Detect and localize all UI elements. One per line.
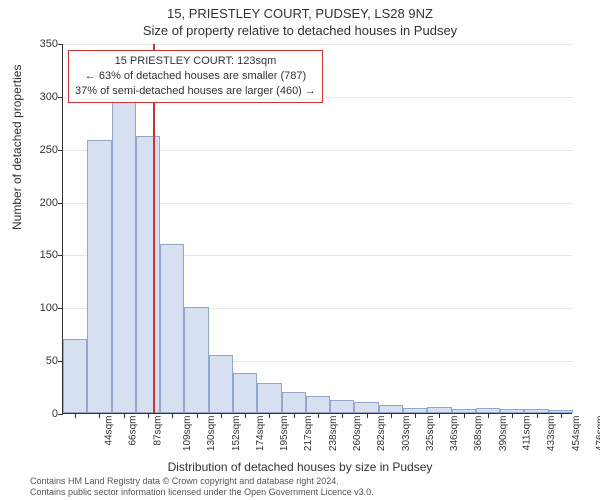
xtick-mark	[148, 413, 149, 418]
xtick-mark	[318, 413, 319, 418]
annotation-line: 15 PRIESTLEY COURT: 123sqm	[75, 54, 316, 69]
xtick-mark	[415, 413, 416, 418]
ytick-mark	[58, 44, 63, 45]
xtick-mark	[172, 413, 173, 418]
histogram-bar	[184, 307, 208, 413]
xtick-mark	[99, 413, 100, 418]
credits: Contains HM Land Registry data © Crown c…	[30, 476, 374, 499]
xtick-label: 454sqm	[571, 416, 582, 452]
xtick-mark	[561, 413, 562, 418]
ytick-mark	[58, 308, 63, 309]
ytick-label: 200	[28, 197, 58, 209]
histogram-bar	[209, 355, 233, 413]
ytick-label: 50	[28, 355, 58, 367]
annotation-line: 37% of semi-detached houses are larger (…	[75, 84, 316, 99]
histogram-bar	[257, 383, 281, 413]
page-title-main: 15, PRIESTLEY COURT, PUDSEY, LS28 9NZ	[0, 0, 600, 21]
xtick-mark	[197, 413, 198, 418]
ytick-label: 100	[28, 302, 58, 314]
ytick-label: 250	[28, 144, 58, 156]
xtick-label: 411sqm	[521, 416, 532, 451]
histogram-bar	[112, 101, 136, 413]
xtick-label: 390sqm	[498, 416, 509, 452]
xtick-label: 195sqm	[279, 416, 290, 452]
histogram-bar	[233, 373, 257, 413]
xtick-mark	[488, 413, 489, 418]
xtick-mark	[245, 413, 246, 418]
xtick-mark	[439, 413, 440, 418]
page-title-sub: Size of property relative to detached ho…	[0, 21, 600, 38]
xtick-label: 109sqm	[182, 416, 193, 452]
y-axis-label: Number of detached properties	[10, 65, 24, 230]
xtick-label: 174sqm	[255, 416, 266, 452]
credit-line-2: Contains public sector information licen…	[30, 487, 374, 498]
xtick-mark	[294, 413, 295, 418]
xtick-label: 44sqm	[104, 416, 115, 446]
ytick-mark	[58, 150, 63, 151]
chart-area: 05010015020025030035044sqm66sqm87sqm109s…	[62, 44, 572, 414]
xtick-mark	[124, 413, 125, 418]
xtick-label: 260sqm	[352, 416, 363, 452]
xtick-mark	[391, 413, 392, 418]
xtick-label: 303sqm	[401, 416, 412, 452]
xtick-mark	[464, 413, 465, 418]
xtick-label: 346sqm	[449, 416, 460, 452]
xtick-label: 433sqm	[546, 416, 557, 452]
xtick-label: 476sqm	[595, 416, 600, 452]
ytick-mark	[58, 97, 63, 98]
ytick-mark	[58, 255, 63, 256]
xtick-mark	[512, 413, 513, 418]
histogram-bar	[306, 396, 330, 413]
xtick-mark	[269, 413, 270, 418]
xtick-mark	[221, 413, 222, 418]
xtick-label: 368sqm	[474, 416, 485, 452]
ytick-mark	[58, 203, 63, 204]
xtick-label: 66sqm	[128, 416, 139, 446]
histogram-bar	[63, 339, 87, 413]
xtick-mark	[537, 413, 538, 418]
xtick-label: 217sqm	[304, 416, 315, 452]
xtick-mark	[75, 413, 76, 418]
ytick-mark	[58, 414, 63, 415]
xtick-label: 325sqm	[425, 416, 436, 452]
ytick-label: 150	[28, 249, 58, 261]
x-axis-label: Distribution of detached houses by size …	[0, 460, 600, 474]
xtick-label: 130sqm	[206, 416, 217, 452]
xtick-label: 152sqm	[231, 416, 242, 452]
xtick-mark	[367, 413, 368, 418]
xtick-mark	[342, 413, 343, 418]
grid-line	[63, 44, 572, 45]
histogram-bar	[87, 140, 111, 413]
xtick-label: 238sqm	[328, 416, 339, 452]
histogram-bar	[136, 136, 160, 413]
histogram-bar	[282, 392, 306, 413]
annotation-box: 15 PRIESTLEY COURT: 123sqm← 63% of detac…	[68, 50, 323, 103]
credit-line-1: Contains HM Land Registry data © Crown c…	[30, 476, 374, 487]
ytick-label: 300	[28, 91, 58, 103]
ytick-label: 0	[28, 408, 58, 420]
histogram-bar	[330, 400, 354, 413]
ytick-label: 350	[28, 38, 58, 50]
xtick-label: 87sqm	[152, 416, 163, 446]
annotation-line: ← 63% of detached houses are smaller (78…	[75, 69, 316, 84]
histogram-bar	[379, 405, 403, 413]
histogram-bar	[160, 244, 184, 413]
xtick-label: 282sqm	[376, 416, 387, 452]
histogram-bar	[354, 402, 378, 413]
